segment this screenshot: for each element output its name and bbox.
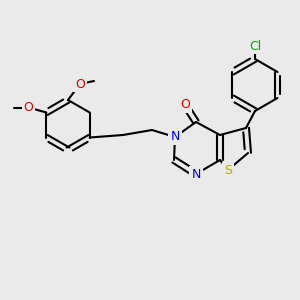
Text: N: N (191, 167, 201, 181)
Text: O: O (23, 101, 33, 114)
Text: Cl: Cl (249, 40, 261, 52)
Text: S: S (224, 164, 232, 176)
Text: O: O (180, 98, 190, 112)
Text: O: O (75, 77, 85, 91)
Text: N: N (170, 130, 180, 143)
